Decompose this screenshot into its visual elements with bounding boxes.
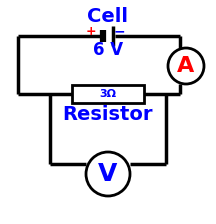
Text: −: −: [113, 24, 125, 38]
Bar: [72, 85, 144, 103]
Circle shape: [168, 48, 204, 84]
Circle shape: [86, 152, 130, 196]
Text: 3Ω: 3Ω: [100, 89, 116, 99]
Text: V: V: [98, 162, 118, 186]
Text: +: +: [86, 24, 96, 37]
Text: A: A: [177, 56, 195, 76]
Text: Cell: Cell: [87, 6, 129, 26]
Text: Resistor: Resistor: [63, 105, 153, 123]
Text: 6 V: 6 V: [93, 41, 123, 59]
